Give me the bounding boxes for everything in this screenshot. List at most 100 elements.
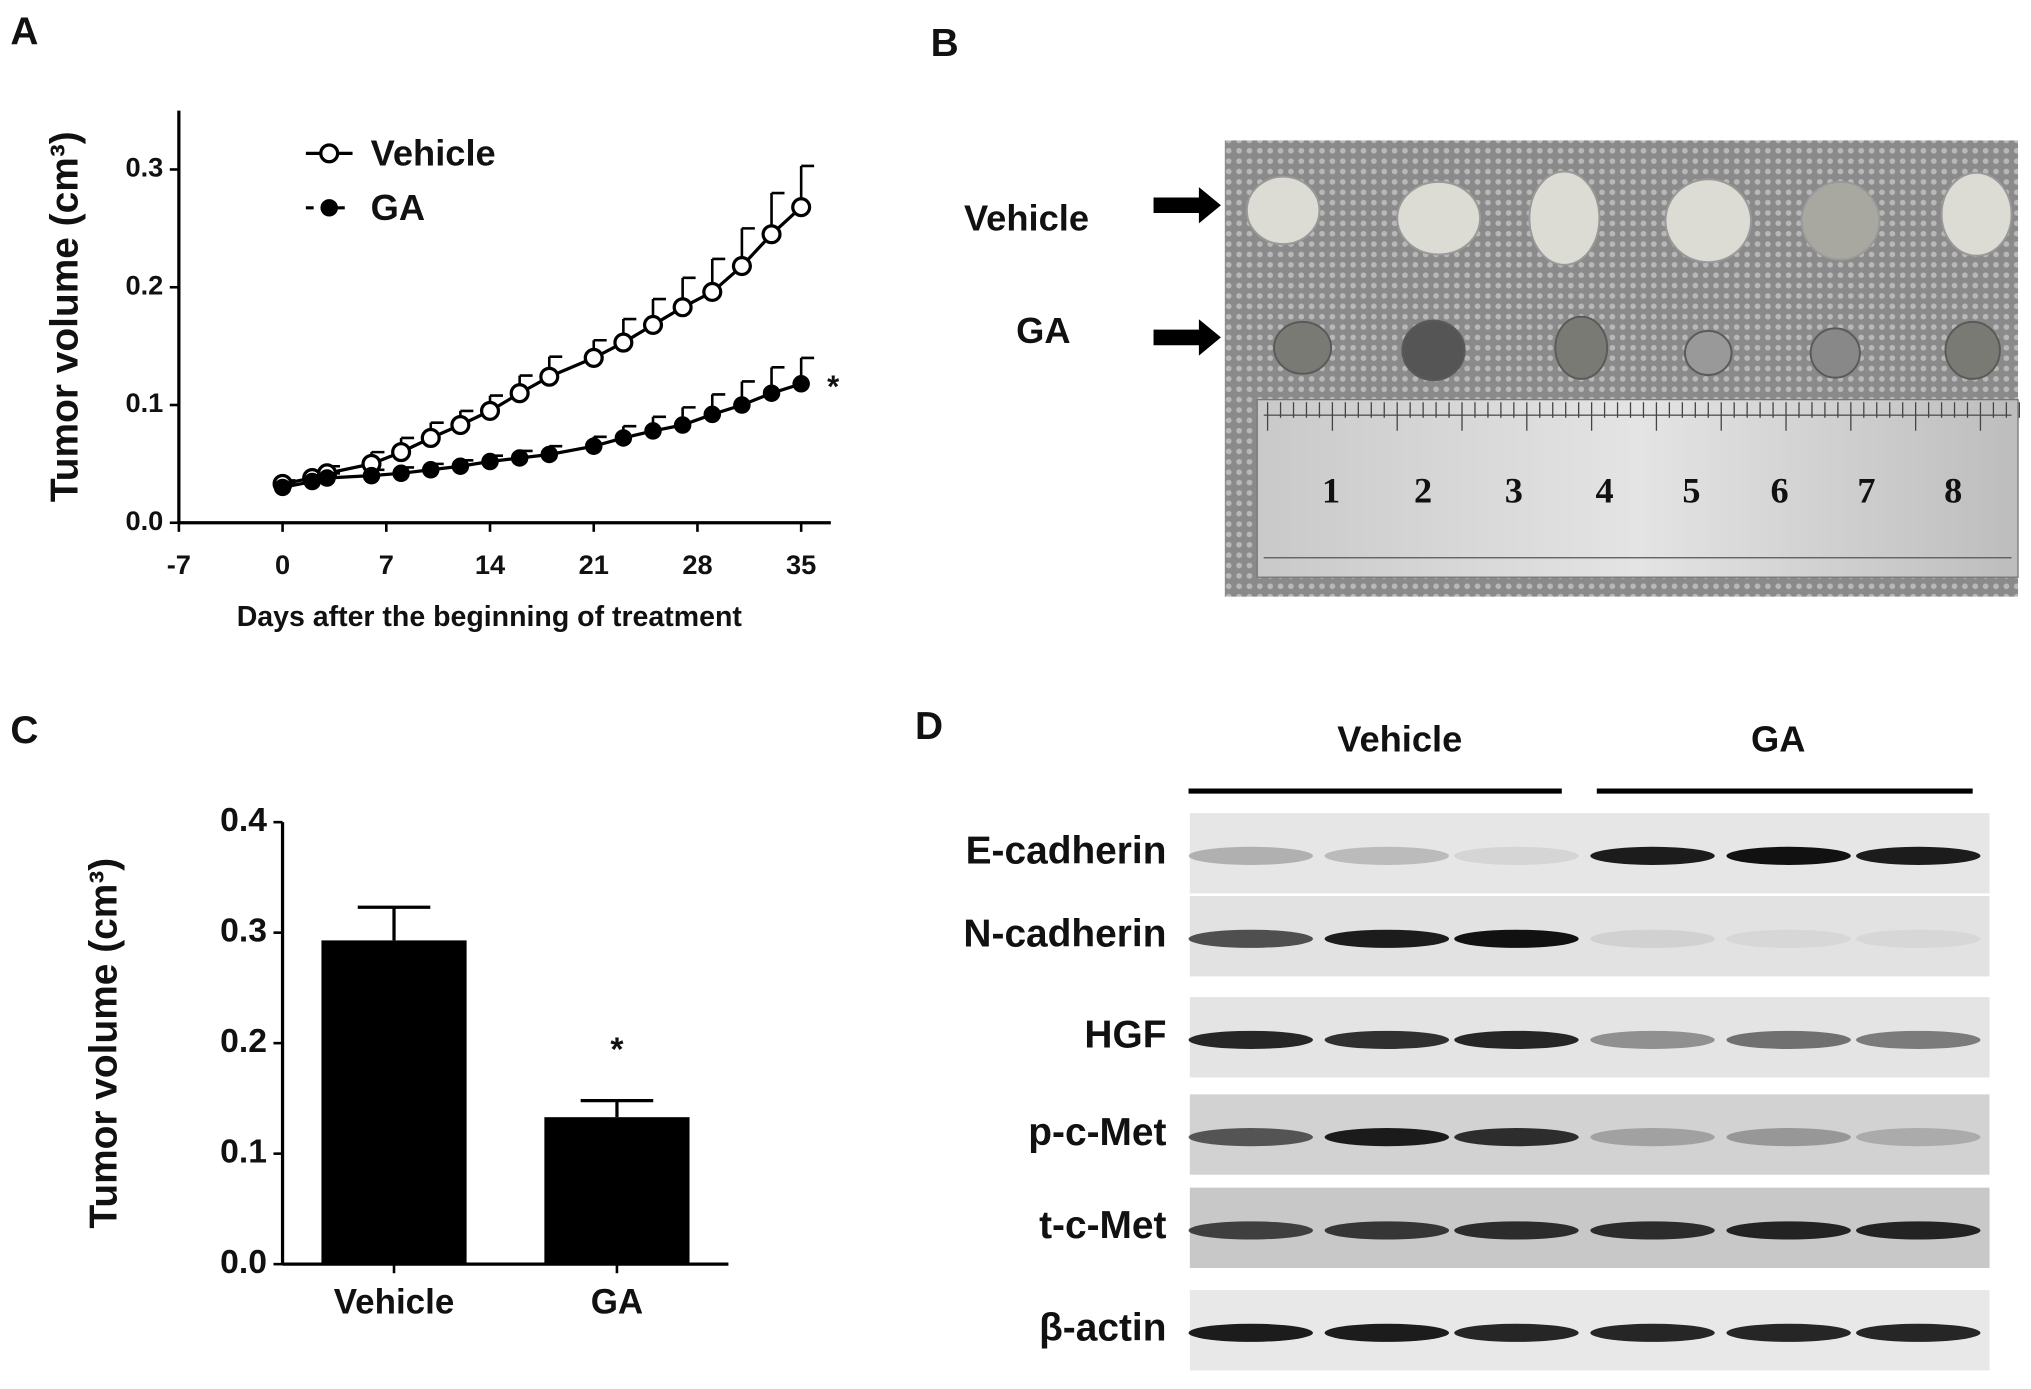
data-point: [481, 452, 499, 471]
protein-label: β-actin: [1039, 1307, 1166, 1350]
blot-band: [1188, 1221, 1313, 1240]
tumor: [1683, 329, 1733, 376]
blot-band: [1726, 1323, 1851, 1342]
legend-label: Vehicle: [371, 133, 496, 174]
blot-band: [1324, 1323, 1450, 1342]
protein-label: N-cadherin: [963, 912, 1166, 955]
tumor: [1273, 320, 1333, 375]
blot-band: [1454, 929, 1579, 948]
panel-label: D: [915, 705, 943, 748]
x-tick-label: 7: [379, 549, 394, 580]
ruler-mark: 8: [1944, 471, 1962, 511]
protein-label: HGF: [1084, 1014, 1166, 1057]
tumor: [1396, 180, 1482, 256]
y-tick-label: 0.1: [220, 1134, 267, 1171]
data-point: [761, 224, 782, 245]
panel-label: A: [10, 10, 38, 53]
y-tick-label: 0.0: [220, 1244, 267, 1281]
ga-tumors: [1273, 315, 2001, 382]
blot-strip: [1189, 997, 1990, 1078]
group-label: GA: [1751, 718, 1805, 759]
y-axis-label: Tumor volume (cm³): [44, 131, 87, 502]
tumor: [1401, 319, 1466, 382]
ruler-mark: 6: [1770, 471, 1788, 511]
data-point: [422, 461, 440, 479]
blot-strip: [1189, 1187, 1990, 1269]
ruler-edge: [1263, 414, 2012, 559]
x-tick-label: -7: [167, 549, 191, 580]
blot-band: [1324, 1128, 1450, 1147]
arrow: [1153, 187, 1221, 356]
data-point: [673, 416, 692, 434]
blot-band: [1324, 1030, 1450, 1049]
ruler-mark: 5: [1682, 471, 1700, 511]
ruler-mark: 1: [1322, 471, 1340, 511]
tumor: [1940, 171, 2013, 257]
data-point: [584, 437, 603, 455]
tumor: [1944, 320, 2001, 380]
data-point: [420, 427, 441, 449]
data-point: [613, 332, 634, 353]
x-tick-label: 28: [682, 549, 712, 580]
data-point: [731, 256, 752, 277]
panel-label: B: [931, 22, 959, 65]
series-line: [282, 382, 802, 490]
blot-band: [1856, 1030, 1981, 1049]
data-point: [702, 281, 723, 302]
blot-band: [1726, 1221, 1851, 1240]
blot-band: [1324, 929, 1450, 948]
y-tick-label: 0.1: [125, 387, 163, 418]
blot-band: [1188, 929, 1313, 948]
blot-band: [1590, 1128, 1715, 1147]
blot-strip: [1189, 896, 1990, 977]
panel-label: C: [10, 709, 38, 752]
ruler-mark: 7: [1857, 471, 1875, 511]
data-point: [450, 414, 471, 436]
blot-band: [1726, 1128, 1851, 1147]
data-point: [273, 478, 292, 497]
blot-band: [1454, 1221, 1579, 1240]
blot-band: [1590, 1030, 1715, 1049]
protein-label: t-c-Met: [1039, 1204, 1166, 1247]
y-axis-label: Tumor volume (cm³): [83, 858, 126, 1229]
tumor: [1245, 175, 1321, 246]
blot-band: [1856, 1128, 1981, 1147]
protein-label: E-cadherin: [966, 830, 1167, 873]
data-point: [644, 422, 662, 440]
vehicle-tumors: [1245, 170, 2013, 266]
data-point: [703, 405, 722, 424]
x-tick-label: 0: [275, 549, 290, 580]
x-axis-label: Days after the beginning of treatment: [237, 601, 743, 633]
x-tick-label: 14: [475, 549, 505, 580]
data-point: [733, 396, 751, 414]
tumor: [1528, 170, 1601, 266]
data-point: [762, 384, 781, 402]
bar: [544, 1117, 690, 1265]
blot-band: [1454, 846, 1579, 865]
data-point: [642, 314, 664, 335]
data-point: [792, 375, 810, 393]
annotation: *: [827, 369, 840, 404]
data-point: [539, 366, 560, 387]
bar: [321, 940, 467, 1265]
blot-strip: [1189, 813, 1990, 894]
data-point: [614, 429, 633, 447]
data-point: [791, 197, 812, 218]
y-tick-label: 0.0: [125, 505, 163, 536]
tumor: [1809, 327, 1861, 379]
legend-label: GA: [371, 187, 425, 228]
y-tick-label: 0.4: [220, 802, 267, 839]
blot-band: [1590, 1221, 1715, 1240]
blot-band: [1188, 1323, 1313, 1342]
row-label: Vehicle: [964, 197, 1089, 238]
blot-band: [1324, 1221, 1450, 1240]
tumor: [1664, 178, 1753, 264]
data-point: [540, 445, 559, 464]
data-point: [583, 347, 604, 368]
tumor: [1554, 315, 1609, 380]
protein-label: p-c-Met: [1028, 1111, 1166, 1154]
data-point: [391, 442, 412, 463]
data-point: [392, 464, 410, 483]
row-label: GA: [1016, 310, 1070, 351]
